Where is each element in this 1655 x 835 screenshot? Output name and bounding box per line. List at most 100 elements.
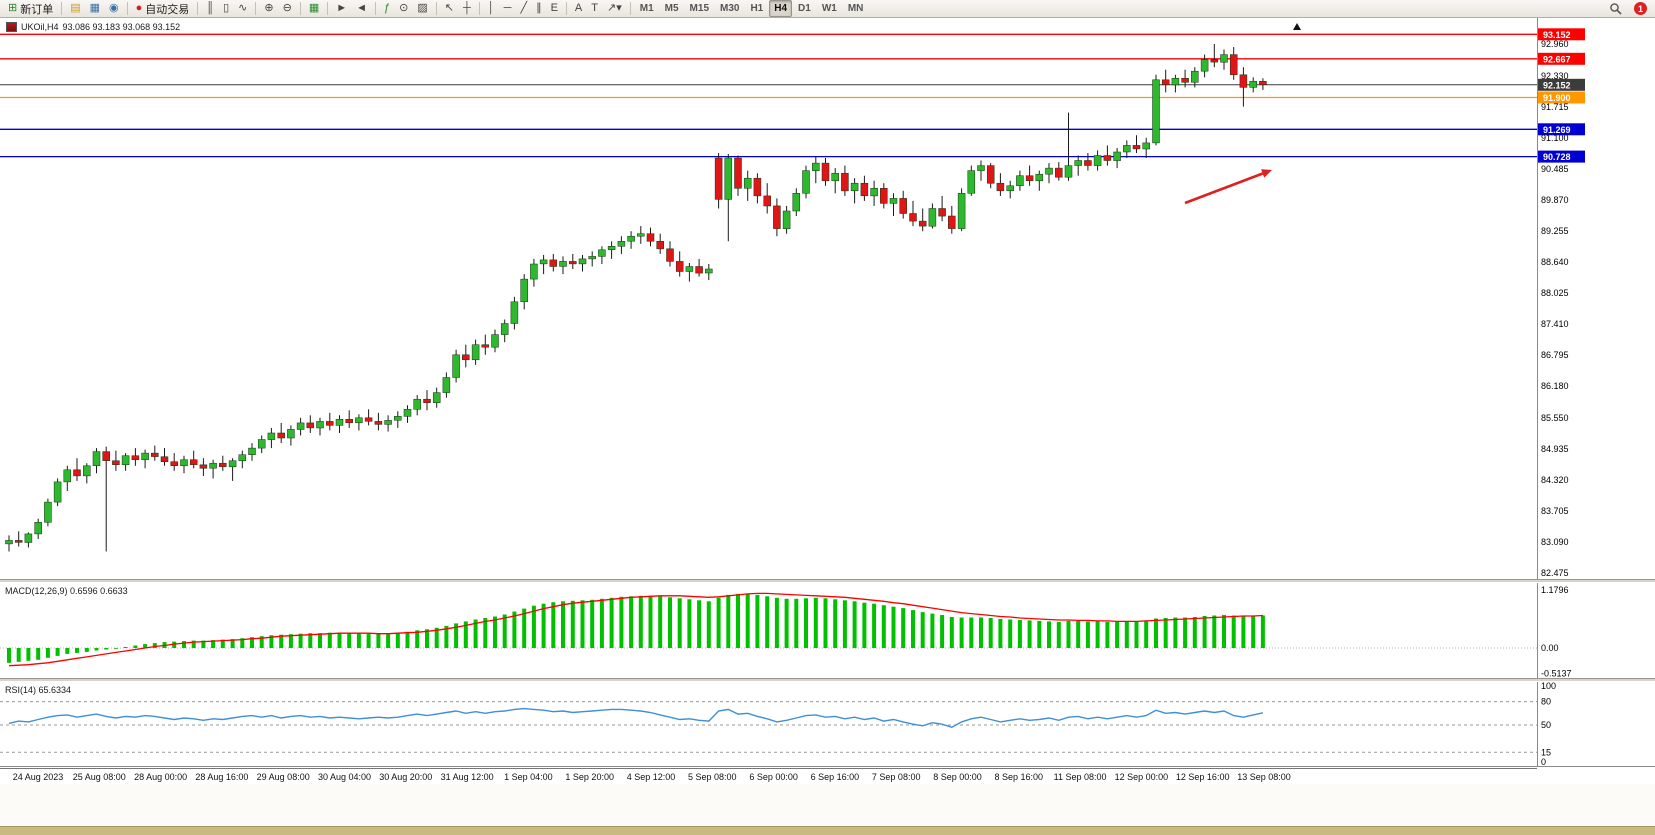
toolbar-separator: [299, 2, 301, 15]
price-tick: 87.410: [1541, 319, 1569, 329]
timeframe-m15-button[interactable]: M15: [689, 3, 709, 14]
periods-icon: ⊙: [399, 2, 409, 14]
chart-ohlc-values: 93.086 93.183 93.068 93.152: [62, 22, 181, 32]
red-arrow-annotation[interactable]: [1184, 172, 1264, 205]
hline-price-tag-text: 92.667: [1543, 54, 1571, 64]
zoom-in-button[interactable]: ⊕: [260, 0, 277, 17]
macd-scale-tick: 1.1796: [1541, 585, 1569, 595]
macd-indicator-panel[interactable]: 1.1796 0.00 -0.5137: [0, 583, 1655, 678]
bar-chart-button[interactable]: ║: [202, 0, 218, 17]
arrows-button[interactable]: ↗▾: [603, 0, 626, 17]
candlestick-chart-icon: ▯: [223, 2, 230, 14]
price-tick: 91.715: [1541, 102, 1569, 112]
new-order-icon: ⊞: [8, 2, 18, 14]
timeframe-m5-button[interactable]: M5: [664, 3, 679, 14]
price-tick: 89.870: [1541, 195, 1569, 205]
periods-button[interactable]: ⊙: [395, 0, 412, 17]
trendline-button[interactable]: ╱: [516, 0, 531, 17]
zoom-out-button[interactable]: ⊖: [279, 0, 296, 17]
chart-marker-triangle: [1293, 23, 1301, 30]
timeframe-h1-button[interactable]: H1: [750, 3, 764, 14]
time-label: 8 Sep 16:00: [994, 772, 1044, 782]
macd-scale-tick: -0.5137: [1541, 668, 1572, 678]
time-axis[interactable]: 24 Aug 2023 25 Aug 08:00 28 Aug 00:00 28 Au…: [0, 768, 1537, 785]
time-label: 31 Aug 12:00: [440, 772, 494, 782]
timeframe-m1-button[interactable]: M1: [639, 3, 654, 14]
price-tick: 85.550: [1541, 413, 1569, 423]
tile-windows-button[interactable]: ▦: [305, 0, 323, 17]
rsi-indicator-panel[interactable]: 100 80 50 150: [0, 682, 1655, 767]
price-tick: 91.100: [1541, 133, 1569, 143]
data-window-icon: ▦: [89, 2, 101, 14]
new-order-button[interactable]: ⊞ 新订单: [4, 0, 57, 17]
notification-badge[interactable]: 1: [1634, 2, 1647, 15]
toolbar-separator: [197, 2, 199, 15]
zoom-out-icon: ⊖: [282, 2, 292, 14]
trendline-icon: ╱: [520, 2, 528, 14]
chart-title: UKOil,H4 93.086 93.183 93.068 93.152: [6, 22, 180, 32]
auto-scroll-button[interactable]: ►: [332, 0, 351, 17]
timeframe-h4-button[interactable]: H4: [769, 0, 793, 17]
templates-icon: ▨: [417, 2, 428, 14]
price-tick: 88.025: [1541, 288, 1569, 298]
time-label: 25 Aug 08:00: [72, 772, 126, 782]
vertical-line-button[interactable]: │: [484, 0, 499, 17]
bottom-area: [0, 784, 1655, 827]
panel-separator-macd[interactable]: [0, 579, 1655, 583]
chart-symbol-period: UKOil,H4: [21, 22, 59, 32]
search-button[interactable]: [1605, 0, 1626, 17]
crosshair-button[interactable]: ┼: [459, 0, 475, 17]
macd-signal-line: [8, 592, 1263, 667]
price-chart-bg[interactable]: [0, 18, 1655, 579]
text-label-button[interactable]: T: [587, 0, 602, 17]
line-chart-button[interactable]: ∿: [234, 0, 251, 17]
hline-price-tag: [1538, 28, 1585, 41]
chart-shift-button[interactable]: ◄: [352, 0, 371, 17]
macd-label: MACD(12,26,9) 0.6596 0.6633: [5, 586, 128, 596]
price-tick: 83.705: [1541, 506, 1569, 516]
hline-price-tag-text: 90.728: [1543, 152, 1571, 162]
time-label: 5 Sep 08:00: [688, 772, 737, 782]
timeframe-m30-button[interactable]: M30: [720, 3, 740, 14]
navigator-button[interactable]: ◉: [105, 0, 123, 17]
toolbar-separator: [327, 2, 329, 15]
price-chart-panel[interactable]: 93.152 92.667 92.152 91.900 91.269 90.728 92.9…: [0, 18, 1655, 579]
toolbar-right: 1: [1605, 0, 1651, 17]
data-window-button[interactable]: ▦: [86, 0, 104, 17]
hline-price-tag: [1538, 123, 1585, 136]
price-tick: 86.180: [1541, 381, 1569, 391]
timeframe-w1-button[interactable]: W1: [821, 3, 837, 14]
price-tick: 84.320: [1541, 475, 1569, 485]
equidistant-channel-button[interactable]: ∥: [532, 0, 546, 17]
candlestick-chart-button[interactable]: ▯: [219, 0, 233, 17]
market-watch-button[interactable]: ▤: [66, 0, 84, 17]
price-tick: 82.475: [1541, 568, 1569, 578]
hline-price-tag-text: 91.900: [1543, 93, 1571, 103]
autotrading-button[interactable]: ● 自动交易: [132, 0, 194, 17]
cursor-button[interactable]: ↖: [441, 0, 458, 17]
chart-shift-icon: ◄: [356, 2, 367, 14]
navigator-icon: ◉: [109, 2, 119, 14]
crosshair-icon: ┼: [462, 2, 471, 14]
indicators-button[interactable]: ƒ: [380, 0, 394, 17]
arrows-icon: ↗▾: [606, 2, 622, 14]
rsi-scale-tick: 80: [1541, 697, 1551, 707]
templates-button[interactable]: ▨: [413, 0, 431, 17]
toolbar-separator: [629, 2, 631, 15]
timeframe-d1-button[interactable]: D1: [798, 3, 811, 14]
time-label: 1 Sep 04:00: [504, 772, 553, 782]
macd-scale-tick: 0.00: [1541, 643, 1559, 653]
rsi-bg[interactable]: [0, 682, 1655, 767]
timeframe-mn-button[interactable]: MN: [847, 3, 864, 14]
fibonacci-button[interactable]: E: [547, 0, 562, 17]
hline-price-tag-text: 93.152: [1543, 30, 1571, 40]
time-label: 30 Aug 20:00: [379, 772, 433, 782]
red-arrow-head: [1261, 169, 1272, 178]
text-button[interactable]: A: [571, 0, 586, 17]
horizontal-line-icon: ─: [503, 2, 512, 14]
panel-separator-rsi[interactable]: [0, 678, 1655, 682]
vertical-line-icon: │: [487, 2, 495, 14]
horizontal-line-button[interactable]: ─: [500, 0, 516, 17]
price-tick: 92.330: [1541, 71, 1569, 81]
main-toolbar: ⊞ 新订单 ▤ ▦ ◉ ● 自动交易 ║ ▯ ∿ ⊕ ⊖ ▦ ► ◄ ƒ ⊙ ▨ ↖ ┼ │ ─ ╱ ∥ E A T ↗▾ M1 M5 M1…: [0, 0, 1655, 18]
